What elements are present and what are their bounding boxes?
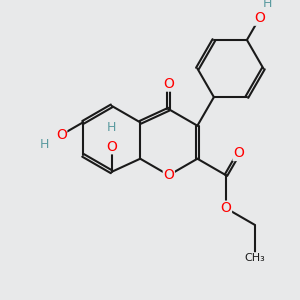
Text: O: O bbox=[164, 77, 174, 91]
Text: O: O bbox=[233, 146, 244, 161]
Text: H: H bbox=[107, 121, 116, 134]
Text: O: O bbox=[220, 201, 231, 215]
Text: H: H bbox=[40, 138, 49, 151]
Text: O: O bbox=[106, 140, 117, 154]
Text: H: H bbox=[263, 0, 273, 10]
Text: O: O bbox=[56, 128, 67, 142]
Text: CH₃: CH₃ bbox=[244, 253, 265, 263]
Text: O: O bbox=[254, 11, 265, 25]
Text: O: O bbox=[164, 168, 174, 182]
